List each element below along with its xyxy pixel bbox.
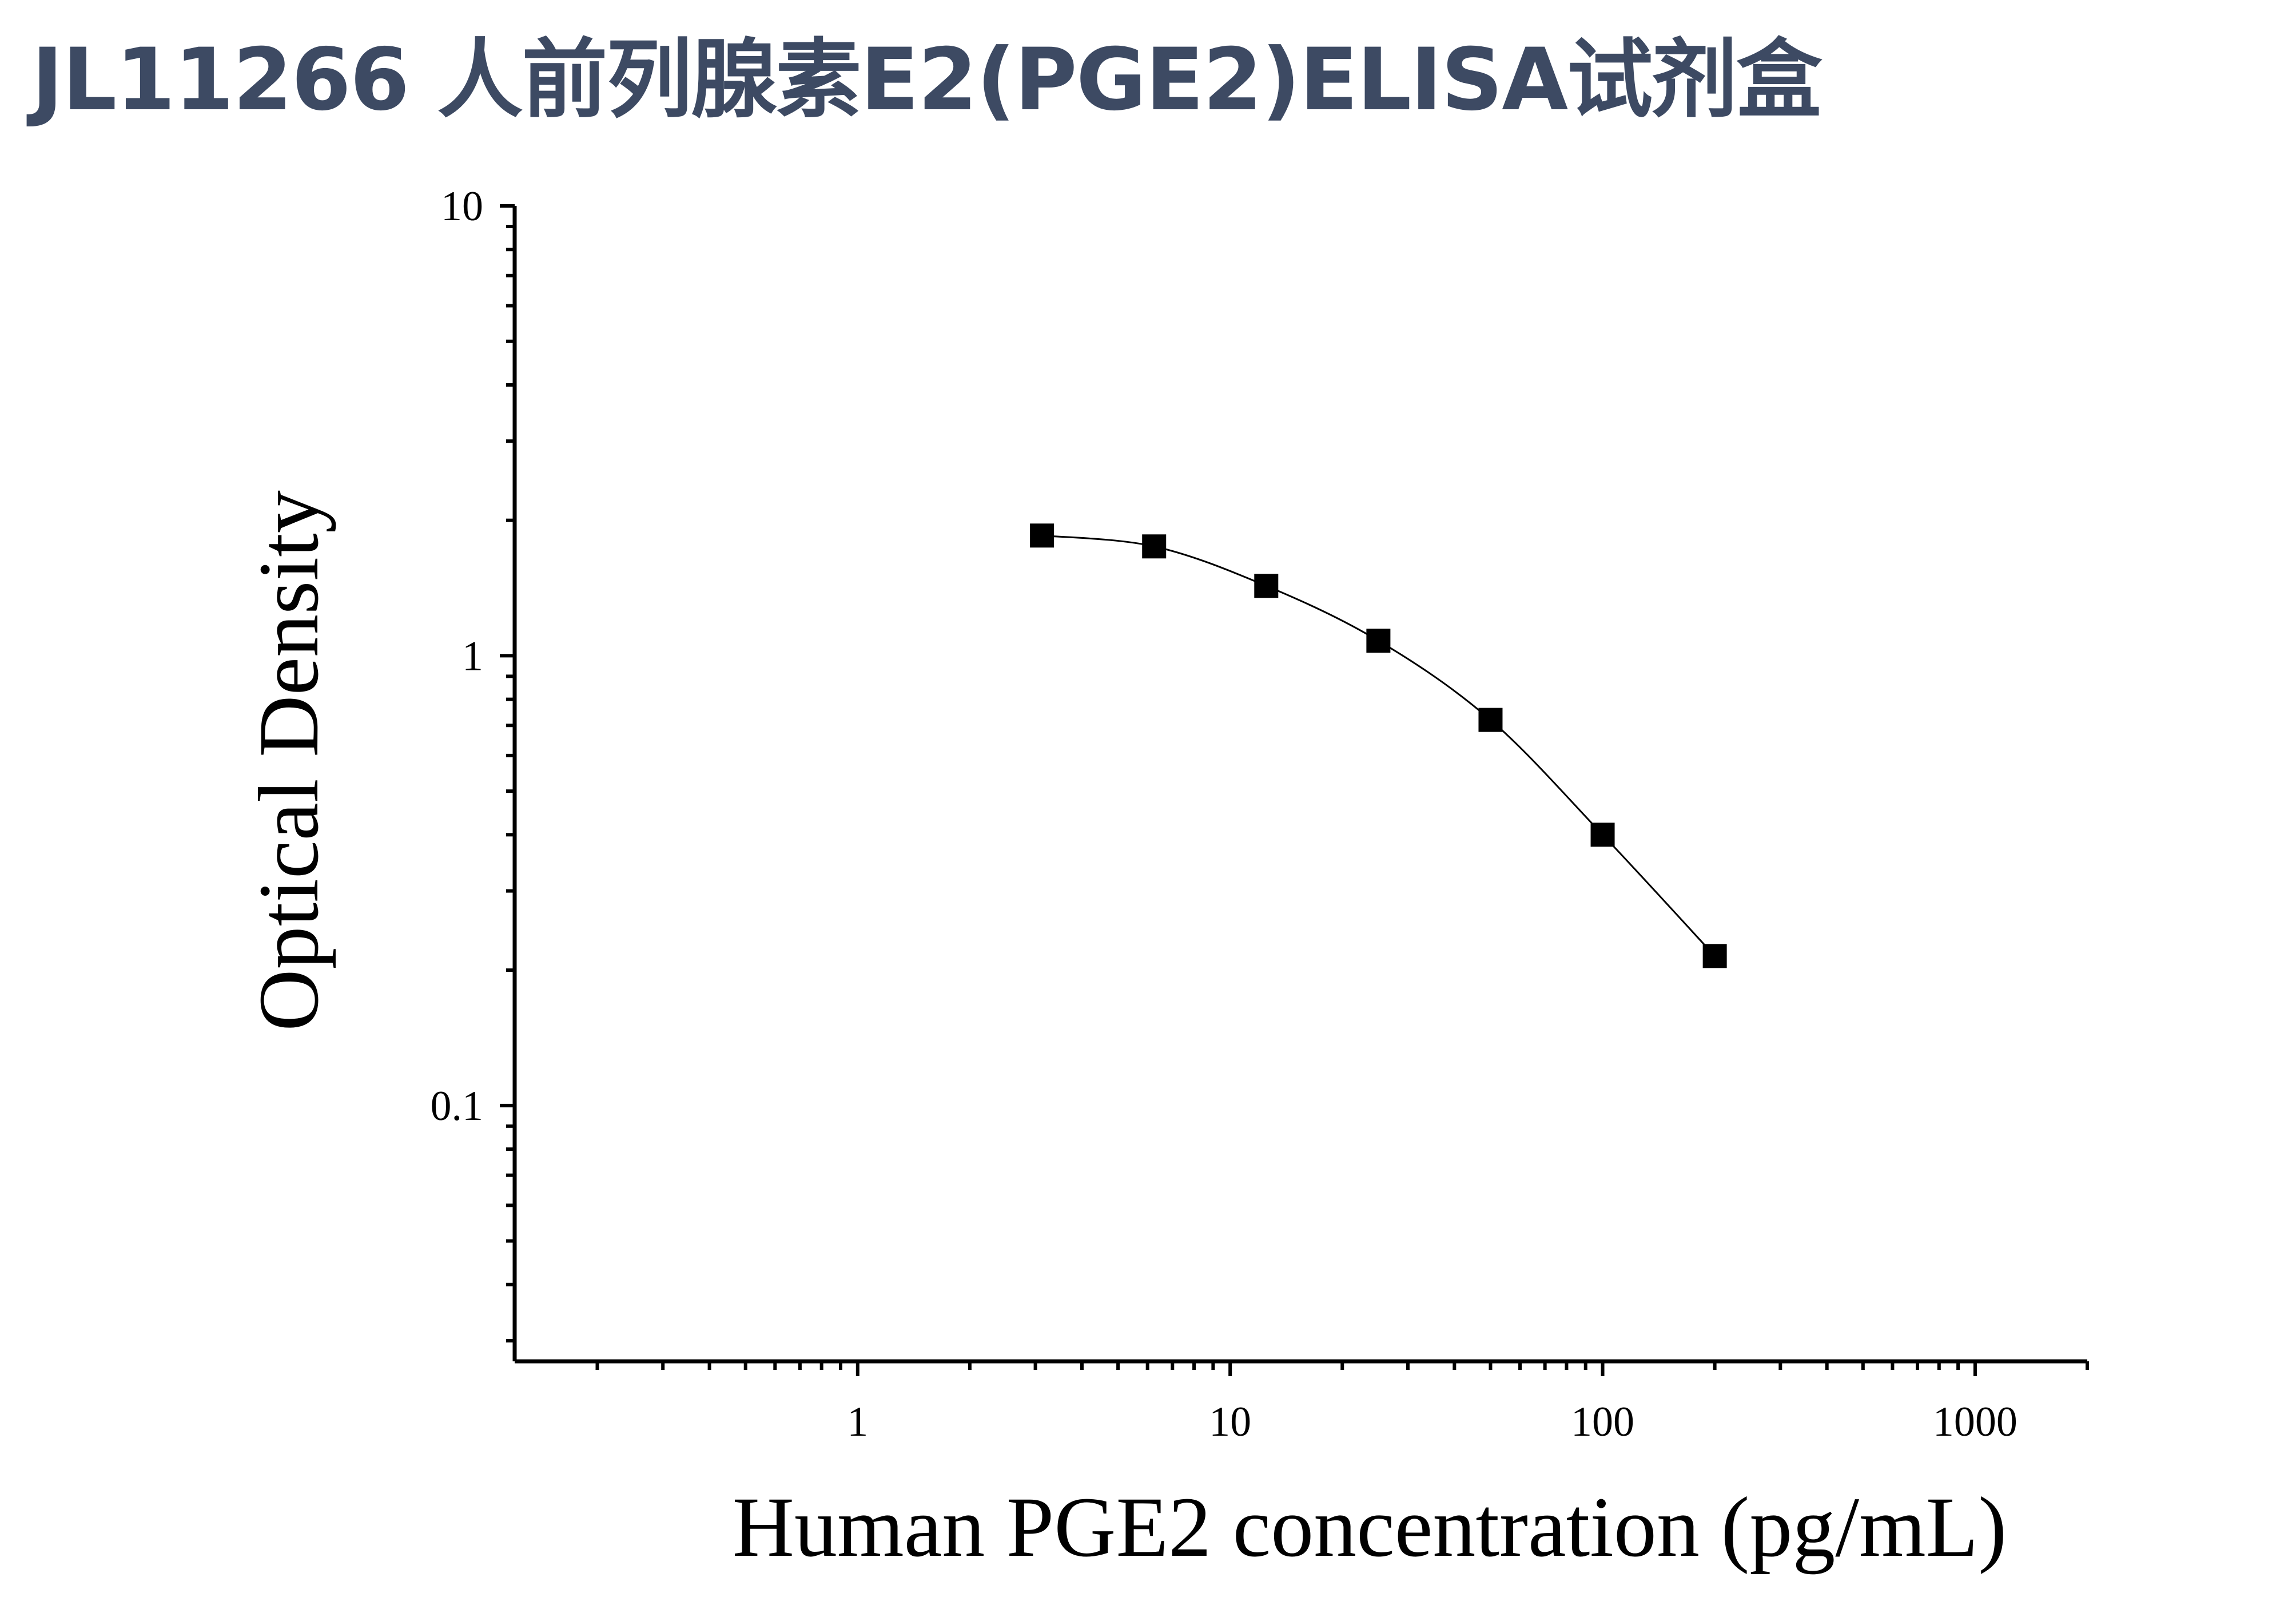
data-point bbox=[1142, 534, 1167, 559]
y-tick-label: 10 bbox=[441, 183, 483, 230]
x-tick-label: 10 bbox=[1209, 1399, 1251, 1445]
page-title: JL11266 人前列腺素E2(PGE2)ELISA试剂盒 bbox=[31, 30, 1822, 130]
y-tick-label: 1 bbox=[462, 633, 483, 680]
data-point bbox=[1366, 629, 1391, 653]
data-point bbox=[1030, 523, 1055, 548]
data-points bbox=[1030, 523, 1727, 968]
fit-curve-layer bbox=[1041, 534, 1716, 957]
data-point bbox=[1478, 708, 1503, 732]
tick-labels: 0.1 1 10 1 10 100 1000 bbox=[431, 183, 2018, 1445]
y-axis-title: Optical Density bbox=[241, 490, 336, 1031]
y-tick-label: 0.1 bbox=[431, 1083, 484, 1130]
axes bbox=[512, 206, 2087, 1364]
x-tick-label: 1000 bbox=[1933, 1399, 2018, 1445]
data-point bbox=[1590, 823, 1615, 847]
x-tick-label: 100 bbox=[1571, 1399, 1634, 1445]
data-point bbox=[1254, 574, 1279, 598]
ticks bbox=[500, 204, 2089, 1376]
x-tick-label: 1 bbox=[847, 1399, 868, 1445]
data-point bbox=[1702, 944, 1727, 968]
fit-curve bbox=[1041, 534, 1716, 957]
x-axis-title: Human PGE2 concentration (pg/mL) bbox=[733, 1480, 2007, 1575]
